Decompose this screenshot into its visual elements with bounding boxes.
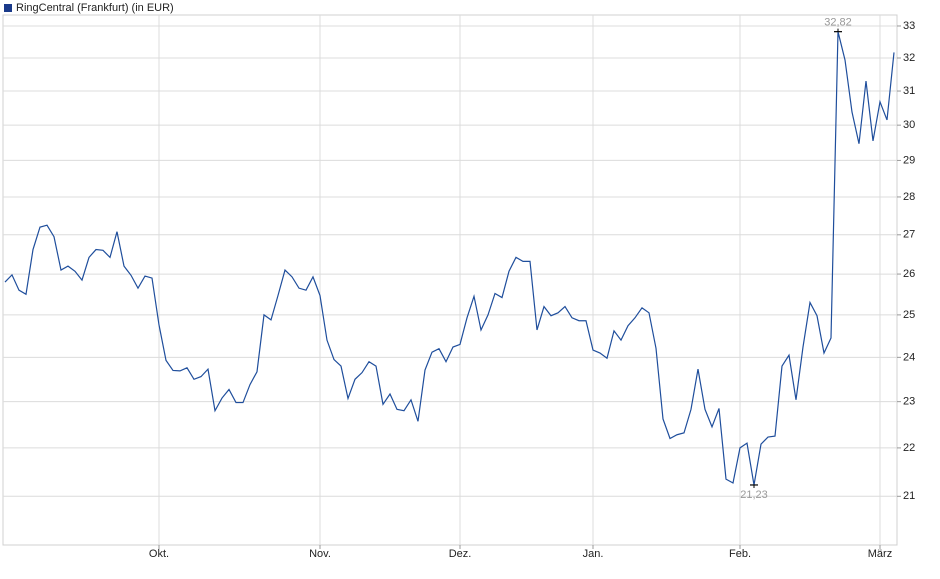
y-tick-label: 25 (903, 309, 915, 321)
price-line (4, 31, 895, 486)
y-tick-label: 30 (903, 119, 915, 131)
x-tick-label: Okt. (149, 548, 169, 560)
y-tick-label: 24 (903, 351, 915, 363)
y-tick-label: 32 (903, 52, 915, 64)
y-tick-label: 28 (903, 191, 915, 203)
legend-swatch (4, 4, 12, 12)
y-tick-label: 26 (903, 268, 915, 280)
x-tick-label: Feb. (729, 548, 751, 560)
y-tick-label: 27 (903, 229, 915, 241)
value-label: 32,82 (824, 17, 852, 29)
y-tick-label: 23 (903, 396, 915, 408)
plot-frame (2, 14, 898, 546)
y-tick-label: 29 (903, 154, 915, 166)
value-label: 21,23 (740, 489, 768, 501)
y-tick-label: 33 (903, 20, 915, 32)
legend-label: RingCentral (Frankfurt) (in EUR) (16, 2, 174, 14)
x-tick-label: Jan. (583, 548, 604, 560)
y-tick-label: 22 (903, 442, 915, 454)
x-tick-label: März (868, 548, 892, 560)
x-tick-label: Dez. (449, 548, 472, 560)
y-tick-label: 21 (903, 490, 915, 502)
y-tick-label: 31 (903, 85, 915, 97)
x-tick-label: Nov. (309, 548, 331, 560)
